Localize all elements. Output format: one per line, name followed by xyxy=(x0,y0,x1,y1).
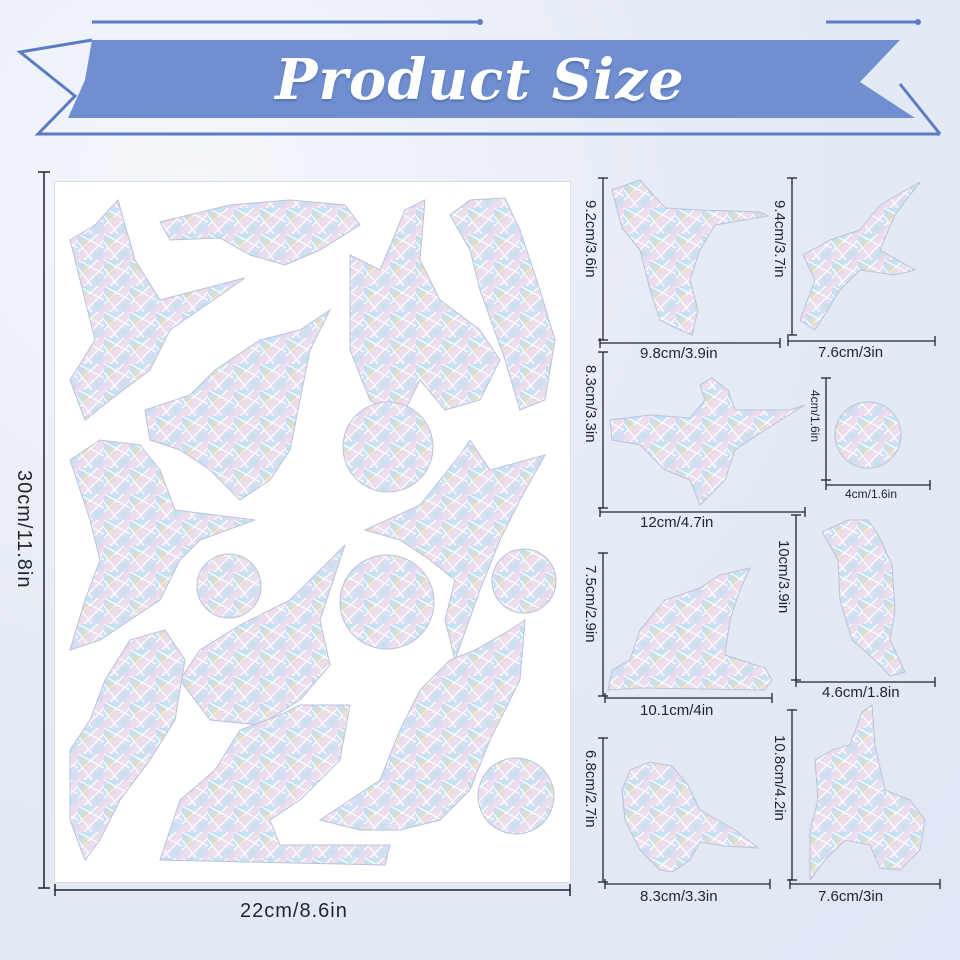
product-size-banner: Product Size xyxy=(0,0,960,140)
sheet-flying-bird xyxy=(318,619,526,831)
sheet-perched-bird-2 xyxy=(159,704,391,866)
sheet-parrot xyxy=(159,199,361,266)
sticker-width-label: 8.3cm/3.3in xyxy=(640,888,718,905)
sheet-width-dimension xyxy=(54,884,571,896)
sheet-circle-3 xyxy=(339,554,435,650)
sheet-hummingbird-2 xyxy=(144,308,332,501)
sticker-height-label: 10.8cm/4.2in xyxy=(771,735,788,821)
circle-sticker-icon xyxy=(834,401,902,469)
sheet-circle-2 xyxy=(196,553,262,619)
sheet-perched-bird xyxy=(449,197,556,411)
spread-wing-bird-icon xyxy=(609,377,806,506)
sticker-width-label: 9.8cm/3.9in xyxy=(640,345,718,362)
sheet-width-label: 22cm/8.6in xyxy=(240,900,348,922)
sticker-width-label: 12cm/4.7in xyxy=(640,514,714,531)
sticker-height-label: 9.4cm/3.7in xyxy=(771,200,788,278)
sticker-width-label: 7.6cm/3in xyxy=(818,344,884,361)
sticker-height-label: 6.8cm/2.7in xyxy=(582,750,599,828)
sheet-hummingbird-1 xyxy=(69,199,246,421)
sticker-width-label: 10.1cm/4in xyxy=(640,702,714,719)
sticker-height-label: 10cm/3.9in xyxy=(775,540,792,614)
sheet-hummingbird-3 xyxy=(363,439,547,662)
sticker-width-label: 4cm/1.6in xyxy=(845,487,898,501)
sticker-height-label: 8.3cm/3.3in xyxy=(582,365,599,443)
sticker-width-label: 4.6cm/1.8in xyxy=(822,684,900,701)
sheet-circle-4 xyxy=(491,548,557,614)
sticker-width-label: 7.6cm/3in xyxy=(818,888,884,905)
hummingbird-icon xyxy=(611,179,770,336)
sheet-circle-5 xyxy=(477,757,555,835)
sheet-hummingbird-4 xyxy=(69,629,186,862)
sheet-sparrow xyxy=(179,544,346,726)
sheet-circle-1 xyxy=(342,401,434,493)
sheet-songbird xyxy=(69,439,256,651)
sheet-height-label: 30cm/11.8in xyxy=(13,470,35,589)
sheet-sticker-shapes xyxy=(69,197,557,866)
sheet-height-dimension xyxy=(38,171,50,889)
sparrow-icon xyxy=(621,761,760,873)
standing-bird-icon xyxy=(821,519,906,677)
hovering-hummingbird-icon xyxy=(809,704,926,882)
perched-bird-on-branch-icon xyxy=(607,567,773,691)
banner-ribbon xyxy=(16,19,942,136)
sticker-height-label: 4cm/1.6in xyxy=(808,390,822,443)
sticker-height-label: 9.2cm/3.6in xyxy=(582,200,599,278)
sticker-height-label: 7.5cm/2.9in xyxy=(582,565,599,643)
banner-title: Product Size xyxy=(275,47,685,113)
flying-bird-icon xyxy=(799,181,921,331)
